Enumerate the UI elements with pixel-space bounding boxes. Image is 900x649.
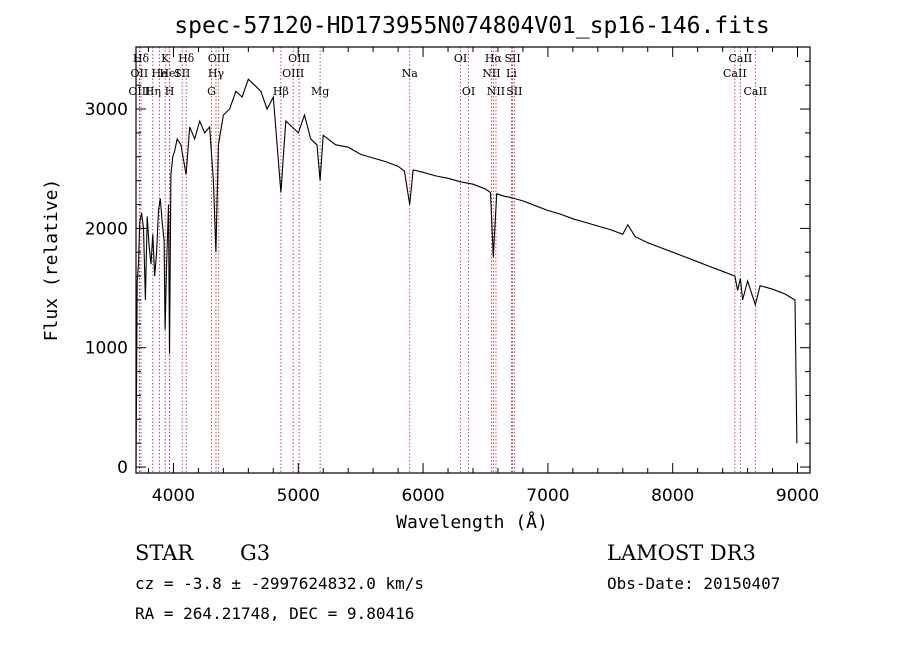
line-label-20: Hα — [485, 52, 503, 65]
line-label-17: Na — [402, 67, 419, 80]
object-subclass: G3 — [240, 541, 270, 565]
x-tick-label-9000: 9000 — [776, 486, 819, 506]
line-label-2: OIII — [128, 85, 150, 98]
x-axis-label: Wavelength (Å) — [396, 511, 548, 533]
line-label-23: SII — [504, 52, 520, 65]
x-axis-ticks: 4000 5000 6000 7000 8000 9000 — [147, 47, 819, 506]
x-tick-label-4000: 4000 — [152, 486, 195, 506]
y-axis-ticks: 0 1000 2000 3000 — [85, 60, 810, 478]
line-label-8: SII — [174, 67, 190, 80]
line-label-10: OIII — [208, 52, 230, 65]
line-label-4: Hη — [145, 85, 161, 98]
line-label-16: Mg — [311, 85, 329, 98]
x-tick-label-6000: 6000 — [401, 486, 444, 506]
line-label-9: Hδ — [178, 52, 195, 65]
line-label-24: Li — [506, 67, 517, 80]
object-class: STAR — [135, 541, 194, 565]
line-label-21: NII — [482, 67, 500, 80]
chart-title: spec-57120-HD173955N074804V01_sp16-146.f… — [174, 13, 769, 39]
x-tick-label-8000: 8000 — [651, 486, 694, 506]
coordinates-readout: RA = 264.21748, DEC = 9.80416 — [135, 604, 414, 623]
flux-series-line — [135, 78, 798, 468]
line-label-12: G — [207, 85, 216, 98]
y-tick-label-0: 0 — [117, 458, 128, 478]
y-tick-label-3000: 3000 — [85, 100, 128, 120]
line-label-14: OIII — [282, 67, 304, 80]
x-tick-label-5000: 5000 — [277, 486, 320, 506]
y-tick-label-2000: 2000 — [85, 219, 128, 239]
line-label-15: Hβ — [273, 85, 289, 98]
line-label-26: CaII — [729, 52, 753, 65]
x-tick-label-7000: 7000 — [526, 486, 569, 506]
line-label-5: K — [161, 52, 170, 65]
y-axis-label: Flux (relative) — [41, 179, 62, 342]
line-label-22: NII — [487, 85, 505, 98]
line-label-19: OI — [462, 85, 475, 98]
y-tick-label-1000: 1000 — [85, 339, 128, 359]
line-label-6: HeI — [159, 67, 179, 80]
line-label-11: Hγ — [208, 67, 225, 80]
line-label-25: SII — [506, 85, 522, 98]
line-label-7: H — [165, 85, 175, 98]
plot-frame — [135, 46, 811, 474]
line-label-1: OII — [131, 67, 149, 80]
observation-date: Obs-Date: 20150407 — [607, 574, 780, 593]
line-label-13: OIII — [288, 52, 310, 65]
line-label-0: Hδ — [133, 52, 150, 65]
survey-name: LAMOST DR3 — [607, 541, 756, 565]
redshift-readout: cz = -3.8 ± -2997624832.0 km/s — [135, 574, 424, 593]
spectral-line-markers — [138, 47, 756, 473]
line-label-3: He — [152, 67, 168, 80]
line-label-28: CaII — [743, 85, 767, 98]
line-label-27: CaII — [723, 67, 747, 80]
line-label-18: OI — [454, 52, 467, 65]
